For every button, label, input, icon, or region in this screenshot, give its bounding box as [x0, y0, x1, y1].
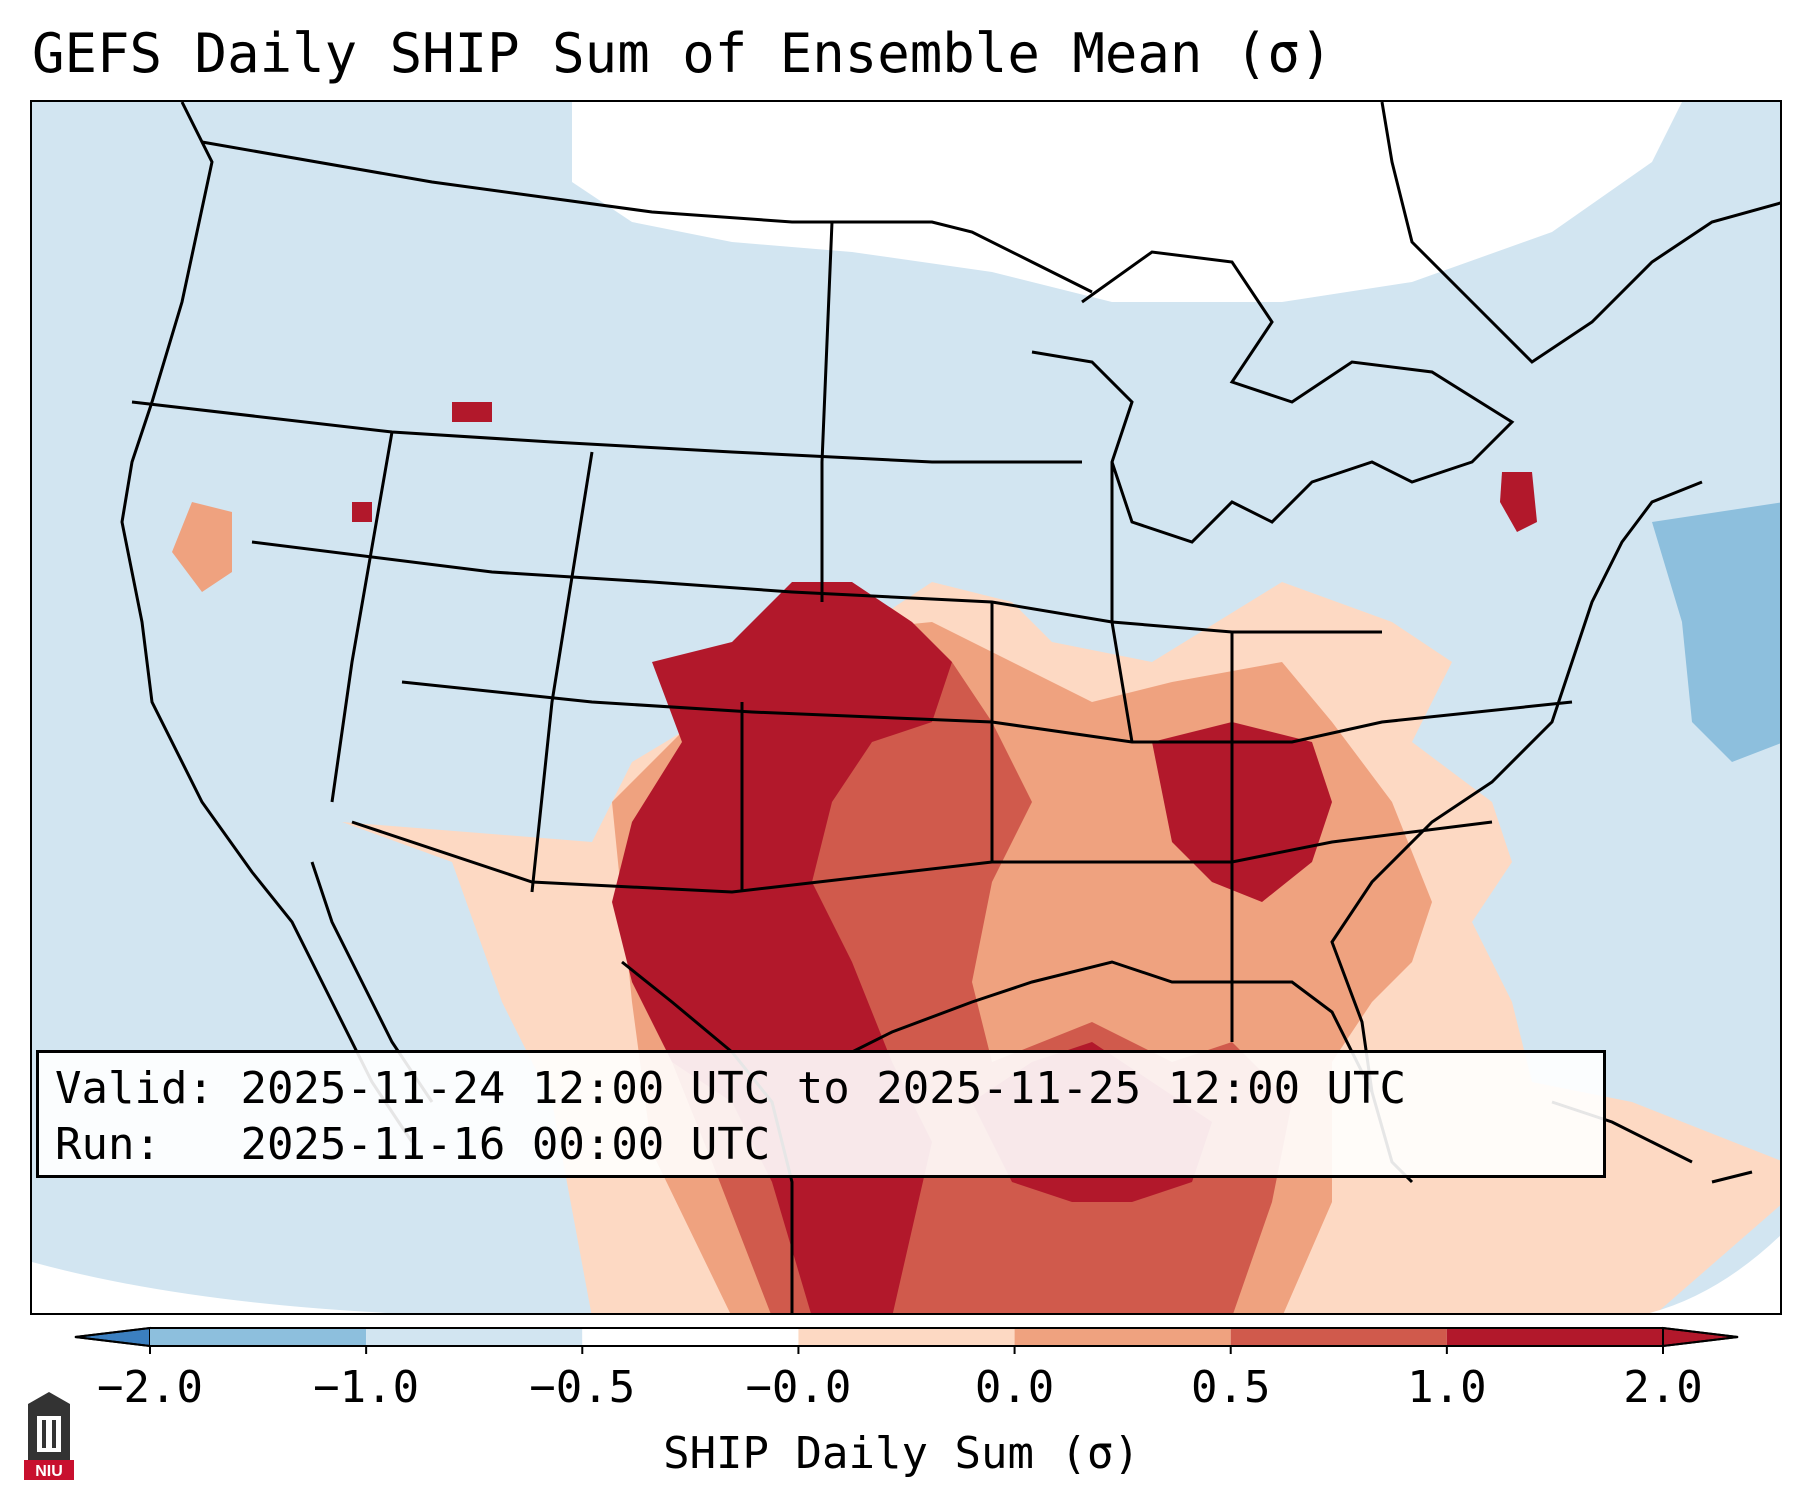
anomaly-patch-utah: [352, 502, 372, 522]
colorbar-tick-label: −0.0: [745, 1362, 852, 1413]
valid-row: Valid: 2025-11-24 12:00 UTC to 2025-11-2…: [55, 1061, 1587, 1117]
state-line-2: [251, 540, 1382, 634]
atlantic-blue-patch: [1652, 502, 1780, 762]
colorbar-tick-label: 0.5: [1190, 1362, 1271, 1413]
state-line-1: [131, 400, 1082, 464]
west-coast: [120, 102, 414, 1143]
state-line-3: [401, 680, 1573, 744]
state-line-11: [1110, 462, 1134, 743]
colorbar-tick-label: −2.0: [97, 1362, 203, 1413]
colorbar-extend-high: [1662, 1326, 1739, 1348]
colorbar-segment: [150, 1328, 367, 1346]
colorbar-tick-label: 1.0: [1407, 1362, 1487, 1413]
anomaly-dark-red-pennsylvania: [1500, 472, 1537, 532]
valid-value: 2025-11-24 12:00 UTC to 2025-11-25 12:00…: [240, 1063, 1407, 1114]
run-value: 2025-11-16 00:00 UTC: [240, 1119, 771, 1170]
colorbar-tick-label: −0.5: [529, 1362, 636, 1413]
hudson-coast: [1380, 102, 1780, 364]
state-line-8: [530, 451, 594, 893]
state-line-9: [330, 431, 394, 803]
colorbar-title: SHIP Daily Sum (σ): [663, 1428, 1140, 1479]
colorbar: [74, 1326, 1739, 1354]
colorbar-segment: [582, 1328, 799, 1346]
colorbar-tick-label: 0.0: [974, 1362, 1055, 1413]
valid-run-info-box: Valid: 2025-11-24 12:00 UTC to 2025-11-2…: [36, 1050, 1606, 1178]
anomaly-patch-idaho: [452, 402, 492, 422]
canada-white-region: [572, 102, 1682, 302]
anomaly-patch-california: [172, 502, 232, 592]
colorbar-segment: [1230, 1328, 1447, 1346]
niu-logo-icon: NIU: [24, 1392, 74, 1480]
run-row: Run: 2025-11-16 00:00 UTC: [55, 1117, 1587, 1173]
canada-us-border: [201, 140, 1093, 294]
state-line-10: [820, 221, 834, 602]
great-lakes-outline: [1031, 250, 1515, 544]
projection-edge-lower-left: [32, 1262, 389, 1313]
colorbar-segment: [798, 1328, 1015, 1346]
colorbar-tick-label: −1.0: [313, 1362, 420, 1413]
colorbar-segment: [1446, 1328, 1663, 1346]
colorbar-extend-low: [74, 1326, 151, 1348]
colorbar-tick-label: 2.0: [1623, 1362, 1703, 1413]
east-coast: [1330, 480, 1703, 1093]
logo-text: NIU: [35, 1463, 63, 1480]
run-label: Run:: [55, 1119, 161, 1170]
colorbar-segment: [1014, 1328, 1231, 1346]
colorbar-segment: [366, 1328, 583, 1346]
anomaly-dark-red-tennessee: [1152, 722, 1332, 902]
valid-label: Valid:: [55, 1063, 214, 1114]
map-title: GEFS Daily SHIP Sum of Ensemble Mean (σ): [32, 22, 1333, 85]
projection-edge-lower-right: [1649, 1235, 1780, 1313]
